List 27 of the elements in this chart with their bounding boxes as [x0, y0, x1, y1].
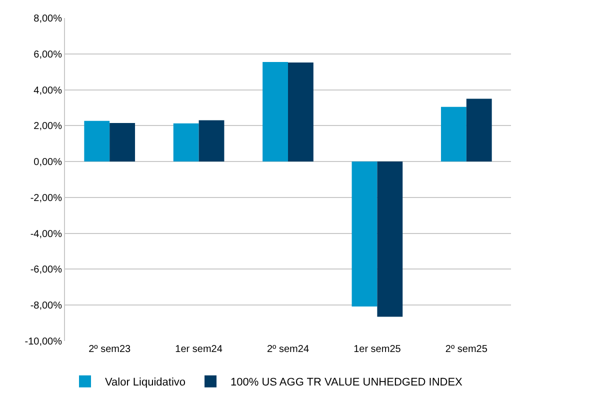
x-tick-label: 1er sem24 — [175, 344, 223, 355]
bar — [84, 120, 110, 162]
y-tick-label: 2,00% — [34, 121, 62, 132]
y-tick-label: -4,00% — [30, 228, 62, 240]
y-tick-label: 6,00% — [34, 49, 62, 60]
bar — [466, 98, 492, 162]
x-tick-label: 2º sem24 — [266, 344, 310, 355]
bar — [288, 62, 314, 162]
bar — [352, 162, 378, 307]
y-tick-label: -8,00% — [30, 300, 62, 312]
y-tick-label: 4,00% — [34, 85, 62, 96]
bar — [440, 106, 466, 162]
x-tick-label: 1er sem25 — [354, 344, 402, 355]
y-tick-label: -6,00% — [30, 264, 62, 276]
x-tick-label: 2º sem25 — [445, 344, 488, 355]
legend-label: 100% US AGG TR VALUE UNHEDGED INDEX — [230, 376, 464, 389]
y-tick-label: 8,00% — [34, 14, 62, 24]
x-tick-label: 2º sem23 — [88, 344, 132, 355]
y-tick-label: -2,00% — [30, 192, 62, 204]
bar — [198, 120, 224, 162]
y-tick-label: 0,00% — [34, 157, 62, 168]
bar — [377, 162, 403, 317]
bar — [110, 122, 136, 162]
y-tick-label: -10,00% — [24, 336, 62, 348]
legend-label: Valor Liquidativo — [105, 376, 186, 389]
bar — [173, 123, 199, 162]
bar — [262, 62, 288, 162]
